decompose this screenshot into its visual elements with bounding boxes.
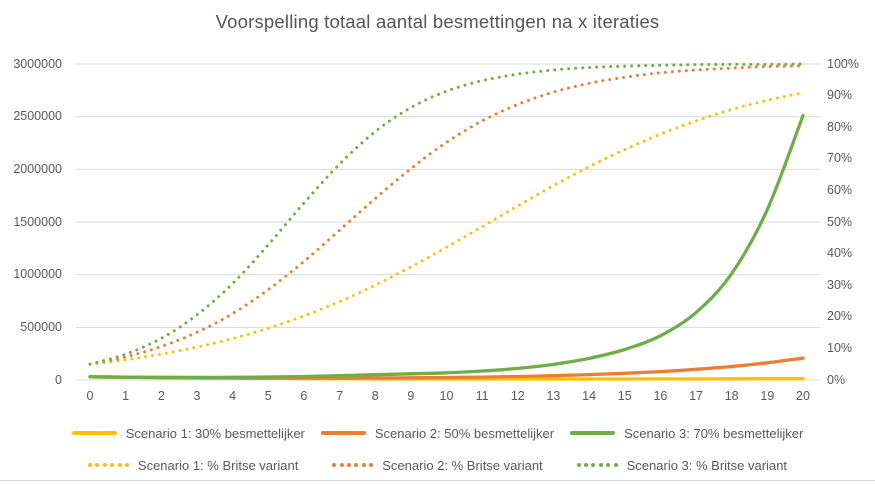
- right-axis-tick-label: 70%: [827, 151, 853, 166]
- chart-title: Voorspelling totaal aantal besmettingen …: [215, 11, 660, 32]
- legend-marker-dot: [117, 463, 122, 467]
- legend-marker-dot: [598, 463, 603, 467]
- legend-item: Scenario 3: 70% besmettelijker: [570, 426, 803, 441]
- series-line-3: [88, 113, 805, 380]
- legend-label: Scenario 1: % Britse variant: [137, 457, 299, 473]
- legend-item: Scenario 3: % Britse variant: [576, 457, 788, 473]
- legend-marker-dot: [369, 463, 374, 467]
- x-axis-tick-label: 11: [475, 389, 489, 403]
- right-axis-tick-label: 80%: [827, 119, 853, 134]
- legend-marker-dot: [95, 463, 100, 467]
- legend-marker-dot: [347, 463, 352, 467]
- legend-marker-dotted-line: [576, 463, 618, 467]
- right-axis-tick-label: 30%: [827, 277, 853, 292]
- legend-marker-solid-line: [71, 431, 117, 435]
- legend-marker-dot: [606, 463, 611, 467]
- x-axis-tick-label: 12: [510, 389, 525, 403]
- bottom-separator-line: [0, 480, 875, 481]
- legend-marker-dotted-line: [87, 463, 129, 467]
- x-axis-tick-label: 15: [617, 389, 632, 403]
- x-axis-tick-label: 14: [582, 389, 597, 403]
- legend-marker-dot: [576, 463, 581, 467]
- legend-label: Scenario 3: % Britse variant: [626, 457, 788, 473]
- legend-label: Scenario 1: 30% besmettelijker: [125, 425, 305, 441]
- legend-marker-solid-line: [570, 431, 616, 435]
- x-axis-tick-label: 9: [407, 389, 415, 403]
- right-axis-tick-label: 0%: [827, 372, 846, 387]
- legend-label: Scenario 3: 70% besmettelijker: [624, 425, 804, 441]
- series-line-4: [88, 91, 805, 366]
- left-axis-tick-label: 1000000: [13, 267, 62, 282]
- x-axis-tick-label: 1: [122, 389, 130, 403]
- legend-row-solid-series: Scenario 1: 30% besmettelijker Scenario 2…: [0, 421, 875, 445]
- legend-item: Scenario 2: 50% besmettelijker: [320, 425, 555, 441]
- legend-item: Scenario 2: % Britse variant: [332, 457, 543, 473]
- series-line-2: [88, 356, 805, 380]
- x-axis-tick-label: 19: [760, 389, 775, 403]
- legend-label: Scenario 2: % Britse variant: [382, 457, 543, 473]
- legend-row-dotted-series: Scenario 1: % Britse variant Scenario 2: …: [0, 453, 875, 477]
- left-axis-tick-label: 3000000: [13, 56, 62, 71]
- legend-marker-dot: [591, 463, 596, 467]
- x-axis-tick-label: 18: [724, 389, 739, 403]
- x-axis-tick-label: 20: [796, 389, 810, 403]
- legend-marker-dot: [584, 463, 589, 467]
- x-axis-tick-label: 7: [336, 389, 344, 403]
- left-axis-tick-label: 0: [55, 372, 62, 387]
- x-axis-tick-label: 16: [653, 389, 668, 403]
- x-axis-tick-label: 13: [546, 389, 561, 403]
- legend-marker-dot: [124, 463, 129, 467]
- x-axis-tick-label: 10: [439, 389, 454, 403]
- legend-marker-dot: [332, 463, 337, 467]
- x-axis-tick-label: 8: [371, 389, 379, 403]
- x-axis-tick-label: 4: [229, 389, 237, 403]
- x-axis-tick-label: 2: [157, 389, 165, 403]
- series-line-6: [88, 62, 805, 366]
- legend-marker-dotted-line: [332, 463, 374, 467]
- x-axis-tick-label: 6: [300, 389, 308, 403]
- right-axis-tick-label: 40%: [827, 246, 853, 261]
- legend-item: Scenario 1: 30% besmettelijker: [71, 425, 305, 441]
- x-axis-tick-label: 0: [86, 389, 94, 403]
- left-axis-tick-label: 1500000: [13, 214, 62, 229]
- legend-marker-dot: [613, 463, 618, 467]
- left-axis-tick-label: 2000000: [13, 161, 62, 176]
- x-axis-tick-label: 3: [193, 389, 201, 403]
- legend-marker-dot: [87, 463, 92, 467]
- left-axis-tick-label: 500000: [20, 319, 62, 334]
- right-axis-tick-label: 20%: [827, 309, 853, 324]
- right-axis-tick-label: 100%: [827, 56, 859, 71]
- legend-marker-dot: [110, 463, 115, 467]
- right-axis-tick-label: 60%: [827, 182, 853, 197]
- legend-marker-solid-line: [320, 431, 366, 435]
- series-line-5: [88, 64, 805, 366]
- x-axis-tick-label: 17: [689, 389, 703, 403]
- legend-item: Scenario 1: % Britse variant: [87, 457, 299, 473]
- legend-marker-dot: [339, 463, 344, 467]
- legend-marker-dot: [354, 463, 359, 467]
- legend-marker-dot: [102, 463, 107, 467]
- x-axis-tick-label: 5: [264, 389, 272, 403]
- left-axis-tick-label: 2500000: [13, 109, 62, 124]
- right-axis-tick-label: 10%: [827, 340, 853, 355]
- right-axis-tick-label: 50%: [827, 214, 853, 229]
- legend-marker-dot: [361, 463, 366, 467]
- legend-label: Scenario 2: 50% besmettelijker: [374, 425, 555, 441]
- right-axis-tick-label: 90%: [827, 88, 853, 103]
